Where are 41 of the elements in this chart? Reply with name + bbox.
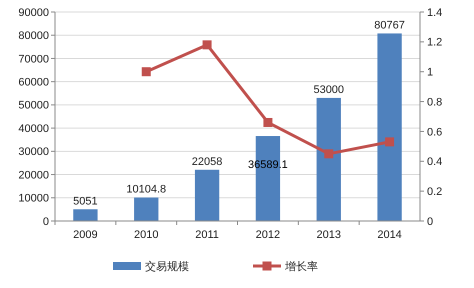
y2-tick-label: 0.6	[427, 126, 442, 138]
x-tick-label: 2011	[195, 229, 219, 241]
point	[142, 67, 151, 76]
y2-tick-label: 1.2	[427, 36, 442, 49]
data-label: 22058	[192, 156, 222, 168]
point	[263, 118, 272, 127]
data-label: 53000	[313, 84, 344, 96]
y-tick-label: 80000	[18, 30, 49, 42]
y-tick-label: 70000	[18, 53, 49, 66]
point	[202, 40, 212, 50]
bar	[377, 33, 402, 221]
y-tick-label: 90000	[18, 6, 49, 19]
x-tick-label: 2010	[134, 229, 158, 241]
y2-tick-label: 1.4	[427, 6, 442, 19]
bar	[194, 170, 220, 221]
bar	[134, 198, 158, 221]
legend-label: 增长率	[284, 260, 318, 273]
x-tick-label: 2014	[377, 229, 402, 241]
y-tick-label: 0	[42, 216, 49, 228]
y-tick-label: 20000	[18, 169, 49, 182]
data-label: 5051	[73, 195, 98, 208]
legend-label: 交易规模	[145, 260, 189, 273]
y2-tick-label: 0	[427, 216, 434, 228]
point	[324, 149, 334, 158]
bar	[316, 98, 341, 221]
y-tick-label: 40000	[18, 122, 49, 135]
x-tick-label: 2009	[73, 229, 98, 241]
y-tick-label: 50000	[18, 100, 49, 112]
y2-tick-label: 0.2	[427, 186, 442, 198]
data-label: 10104.8	[126, 184, 166, 196]
bar	[73, 209, 98, 221]
x-tick-label: 2013	[316, 229, 341, 241]
data-label: 80767	[374, 19, 405, 32]
point	[385, 137, 394, 146]
y-tick-label: 60000	[18, 76, 49, 89]
y2-tick-label: 1	[427, 66, 434, 79]
y-tick-label: 30000	[18, 146, 49, 158]
y-tick-label: 10000	[18, 192, 49, 205]
y2-tick-label: 0.4	[427, 156, 442, 168]
y2-tick-label: 0.8	[427, 96, 442, 108]
x-tick-label: 2012	[256, 229, 280, 241]
